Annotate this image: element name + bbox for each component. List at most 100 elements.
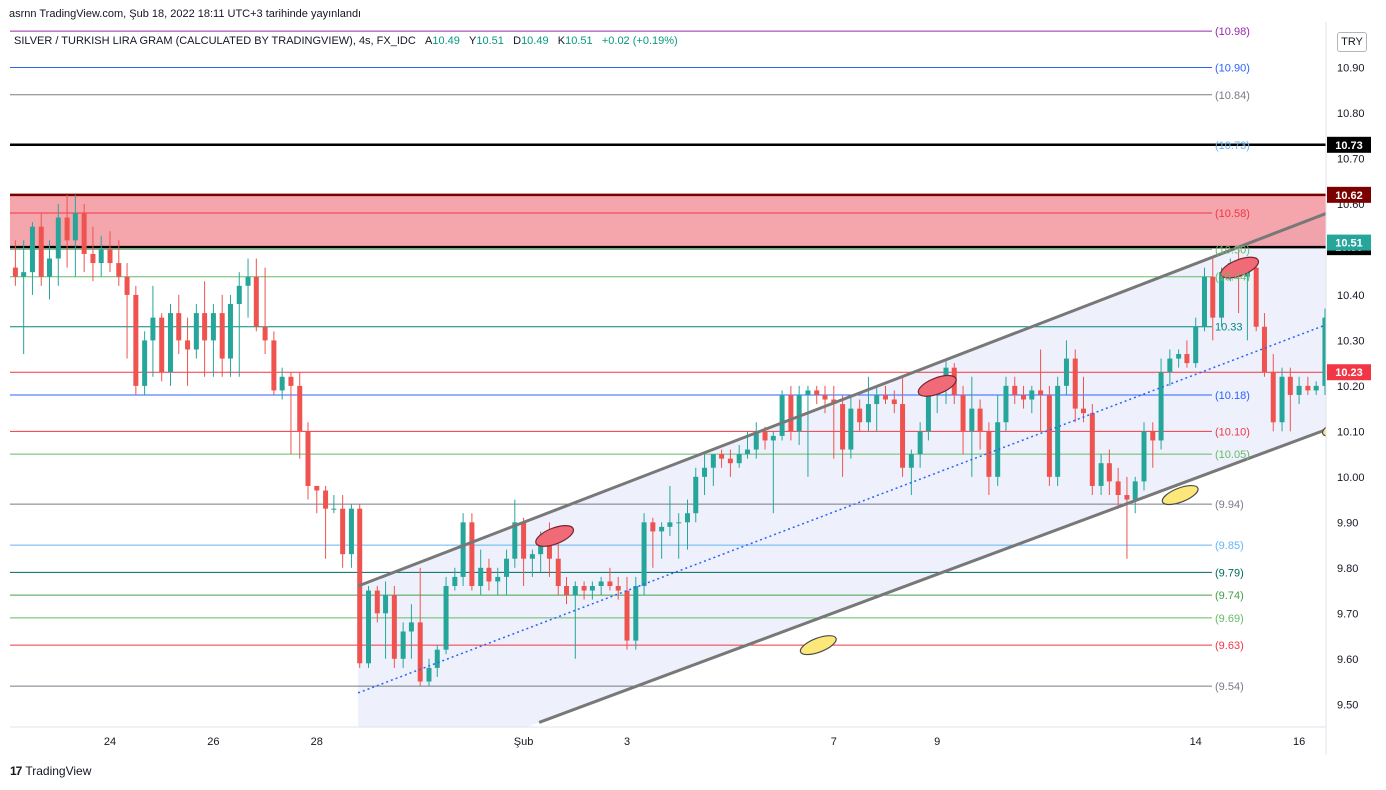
candle-body bbox=[650, 522, 656, 532]
candle-body bbox=[504, 558, 510, 577]
ohlc-low: D10.49 bbox=[513, 35, 549, 47]
y-tick-label: 10.40 bbox=[1337, 290, 1365, 302]
candle-body bbox=[1253, 267, 1259, 327]
candle bbox=[374, 586, 380, 623]
support-touch-marker bbox=[1321, 416, 1326, 437]
candle bbox=[1029, 385, 1035, 414]
candle-body bbox=[710, 454, 716, 468]
candle bbox=[219, 294, 225, 377]
price-tag-label: 10.62 bbox=[1335, 190, 1363, 202]
candle-body bbox=[529, 554, 535, 559]
candle-body bbox=[12, 267, 18, 277]
candle-body bbox=[1287, 376, 1293, 395]
candle-body bbox=[615, 586, 621, 591]
candle bbox=[279, 367, 285, 400]
candle-body bbox=[434, 649, 440, 668]
candle-body bbox=[29, 226, 35, 273]
candle-body bbox=[185, 340, 191, 350]
level-label: (10.98) bbox=[1215, 26, 1250, 38]
brand-footer[interactable]: 17 TradingView bbox=[10, 764, 91, 778]
candle bbox=[1063, 340, 1069, 395]
candle bbox=[1219, 267, 1225, 327]
candle bbox=[400, 622, 406, 668]
candle-body bbox=[1167, 358, 1173, 373]
candle-body bbox=[883, 394, 888, 400]
level-label: 10.33 bbox=[1215, 322, 1243, 334]
candle-body bbox=[210, 313, 216, 341]
candle bbox=[38, 213, 44, 286]
candle-body bbox=[908, 454, 914, 468]
candle bbox=[598, 576, 604, 596]
candle bbox=[314, 485, 320, 514]
candle bbox=[840, 394, 846, 477]
candle-body bbox=[607, 581, 613, 586]
level-label: (9.85) bbox=[1215, 540, 1244, 552]
candle bbox=[805, 385, 811, 477]
candle-body bbox=[366, 590, 371, 664]
candle bbox=[1124, 476, 1130, 559]
level-label: (10.84) bbox=[1215, 90, 1250, 102]
candle-body bbox=[167, 313, 173, 373]
candle bbox=[1279, 367, 1285, 432]
candle-body bbox=[788, 394, 794, 432]
candle-body bbox=[1124, 495, 1130, 500]
candle bbox=[72, 194, 78, 277]
candle bbox=[185, 317, 191, 386]
candle-body bbox=[1219, 272, 1225, 318]
candle-body bbox=[1029, 390, 1035, 400]
level-label: (9.79) bbox=[1215, 567, 1244, 579]
candle-body bbox=[995, 422, 1001, 477]
price-tag-label: 10.51 bbox=[1335, 238, 1363, 250]
tradingview-logo-icon: 17 bbox=[10, 764, 22, 778]
candle-body bbox=[124, 276, 130, 295]
candle bbox=[667, 485, 673, 536]
candle bbox=[297, 372, 303, 459]
level-label: (9.94) bbox=[1215, 499, 1244, 511]
candle bbox=[676, 513, 682, 559]
candle bbox=[1322, 308, 1326, 395]
candle-body bbox=[1072, 358, 1078, 409]
x-tick-label: 9 bbox=[934, 736, 940, 748]
candle bbox=[323, 485, 329, 559]
candle bbox=[684, 499, 690, 550]
candle bbox=[1296, 376, 1302, 405]
candle bbox=[641, 513, 647, 596]
channel-lower-line bbox=[538, 428, 1326, 724]
candle bbox=[1021, 385, 1027, 409]
candle bbox=[133, 285, 139, 395]
candle bbox=[512, 499, 518, 568]
ohlc-change: +0.02 (+0.19%) bbox=[601, 35, 678, 47]
candle-body bbox=[176, 313, 182, 341]
price-tag-label: 10.23 bbox=[1335, 367, 1363, 379]
currency-button[interactable]: TRY bbox=[1337, 32, 1367, 52]
candle-body bbox=[47, 258, 53, 277]
candle bbox=[659, 522, 665, 559]
candle bbox=[1193, 317, 1199, 368]
candle bbox=[12, 240, 18, 286]
candle-body bbox=[1089, 413, 1095, 486]
candle bbox=[227, 294, 233, 377]
channel-mid-line bbox=[357, 324, 1326, 694]
candle bbox=[210, 304, 216, 377]
candle-body bbox=[589, 586, 595, 591]
candle bbox=[469, 513, 475, 591]
candle bbox=[1012, 376, 1018, 405]
candle bbox=[891, 390, 897, 414]
candle-body bbox=[822, 394, 828, 400]
candle bbox=[55, 203, 61, 286]
candle bbox=[391, 586, 397, 668]
level-label: (9.74) bbox=[1215, 590, 1244, 602]
candle bbox=[572, 581, 578, 659]
candle-body bbox=[452, 576, 458, 586]
level-label: (10.90) bbox=[1215, 62, 1250, 74]
candle-body bbox=[460, 522, 466, 577]
candle-body bbox=[1374, 331, 1379, 340]
candle-body bbox=[98, 249, 104, 264]
candle bbox=[236, 272, 242, 377]
candle-body bbox=[805, 390, 811, 395]
candle-body bbox=[598, 581, 604, 586]
level-label: (9.63) bbox=[1215, 640, 1244, 652]
candle bbox=[98, 235, 104, 277]
candle-body bbox=[1279, 376, 1285, 423]
